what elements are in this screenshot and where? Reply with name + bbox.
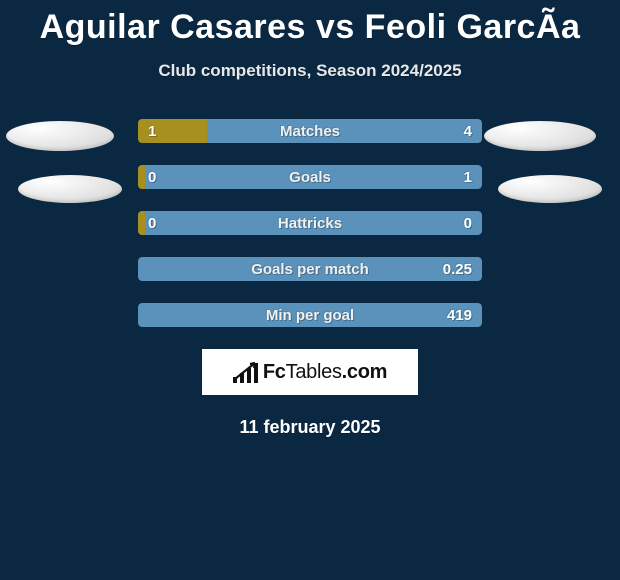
bar-chart-icon [233, 361, 259, 383]
stat-row: 1Matches4 [138, 119, 482, 143]
player-photo-placeholder [498, 175, 602, 203]
stat-row: Min per goal419 [138, 303, 482, 327]
brand-logo: FcTables.com [202, 349, 418, 395]
brand-fc: Fc [263, 361, 286, 383]
stat-right-value: 0 [464, 211, 472, 235]
stat-label: Goals [138, 165, 482, 189]
stat-label: Min per goal [138, 303, 482, 327]
stat-label: Matches [138, 119, 482, 143]
stat-right-value: 419 [447, 303, 472, 327]
stat-row: Goals per match0.25 [138, 257, 482, 281]
subtitle: Club competitions, Season 2024/2025 [0, 61, 620, 81]
date-label: 11 february 2025 [0, 417, 620, 438]
brand-dotcom: .com [342, 361, 387, 383]
stat-row: 0Goals1 [138, 165, 482, 189]
stat-right-value: 1 [464, 165, 472, 189]
stat-row: 0Hattricks0 [138, 211, 482, 235]
stat-label: Goals per match [138, 257, 482, 281]
brand-tables: Tables [286, 361, 342, 383]
page-title: Aguilar Casares vs Feoli GarcÃa [0, 0, 620, 47]
stat-right-value: 0.25 [443, 257, 472, 281]
player-photo-placeholder [484, 121, 596, 151]
player-photo-placeholder [6, 121, 114, 151]
brand-text: FcTables.com [263, 361, 387, 384]
stat-label: Hattricks [138, 211, 482, 235]
stats-chart: 1Matches40Goals10Hattricks0Goals per mat… [138, 119, 482, 327]
player-photo-placeholder [18, 175, 122, 203]
stat-right-value: 4 [464, 119, 472, 143]
